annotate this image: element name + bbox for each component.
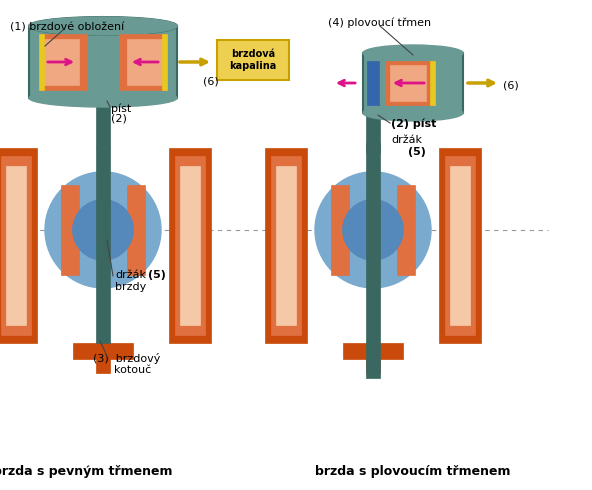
Bar: [397, 185, 415, 275]
Text: (2) píst: (2) píst: [391, 118, 436, 128]
Bar: [445, 156, 475, 335]
Bar: [271, 156, 301, 335]
Ellipse shape: [363, 105, 463, 121]
Text: (6): (6): [203, 76, 219, 86]
Bar: [0, 148, 37, 343]
Bar: [162, 34, 167, 90]
Bar: [450, 166, 470, 325]
Bar: [217, 40, 289, 80]
Bar: [127, 39, 163, 85]
Bar: [1, 156, 31, 335]
Text: (5): (5): [148, 270, 166, 280]
Bar: [385, 61, 435, 105]
Ellipse shape: [363, 45, 463, 61]
Bar: [180, 166, 200, 325]
Text: (4) plovoucí třmen: (4) plovoucí třmen: [328, 18, 431, 28]
Bar: [331, 185, 349, 275]
Bar: [73, 343, 133, 359]
Bar: [39, 34, 87, 90]
Bar: [175, 156, 205, 335]
Text: držák: držák: [391, 135, 422, 145]
Text: brzdová
kapalina: brzdová kapalina: [229, 49, 276, 71]
Bar: [439, 148, 481, 343]
Bar: [366, 343, 380, 373]
Bar: [39, 34, 44, 90]
Bar: [367, 61, 379, 105]
Text: držák: držák: [115, 270, 146, 280]
Bar: [390, 65, 426, 101]
Text: kotouč: kotouč: [93, 365, 151, 375]
Circle shape: [343, 200, 403, 260]
Text: (2): (2): [111, 113, 127, 123]
Bar: [96, 148, 110, 343]
Bar: [363, 53, 463, 113]
Bar: [96, 93, 110, 148]
Bar: [366, 143, 380, 378]
Bar: [343, 343, 403, 359]
Bar: [265, 148, 307, 343]
Ellipse shape: [29, 17, 177, 35]
Text: brzda s plovoucím třmenem: brzda s plovoucím třmenem: [316, 465, 511, 478]
Text: brzdy: brzdy: [115, 282, 146, 292]
Circle shape: [73, 200, 133, 260]
Bar: [366, 113, 380, 153]
Text: (1) brzdové obložení: (1) brzdové obložení: [10, 22, 124, 32]
Circle shape: [315, 172, 431, 288]
Text: píst: píst: [111, 103, 131, 114]
Bar: [119, 34, 167, 90]
Text: (6): (6): [503, 80, 519, 90]
Bar: [276, 166, 296, 325]
Text: (5): (5): [408, 147, 426, 157]
Bar: [29, 26, 177, 98]
Bar: [127, 185, 145, 275]
Text: brzda s pevným třmenem: brzda s pevným třmenem: [0, 465, 173, 478]
Bar: [61, 185, 79, 275]
Bar: [6, 166, 26, 325]
Bar: [169, 148, 211, 343]
Circle shape: [45, 172, 161, 288]
Bar: [43, 39, 79, 85]
Bar: [96, 343, 110, 373]
Ellipse shape: [29, 89, 177, 107]
Text: (3)  brzdový: (3) brzdový: [93, 353, 160, 364]
Bar: [430, 61, 435, 105]
